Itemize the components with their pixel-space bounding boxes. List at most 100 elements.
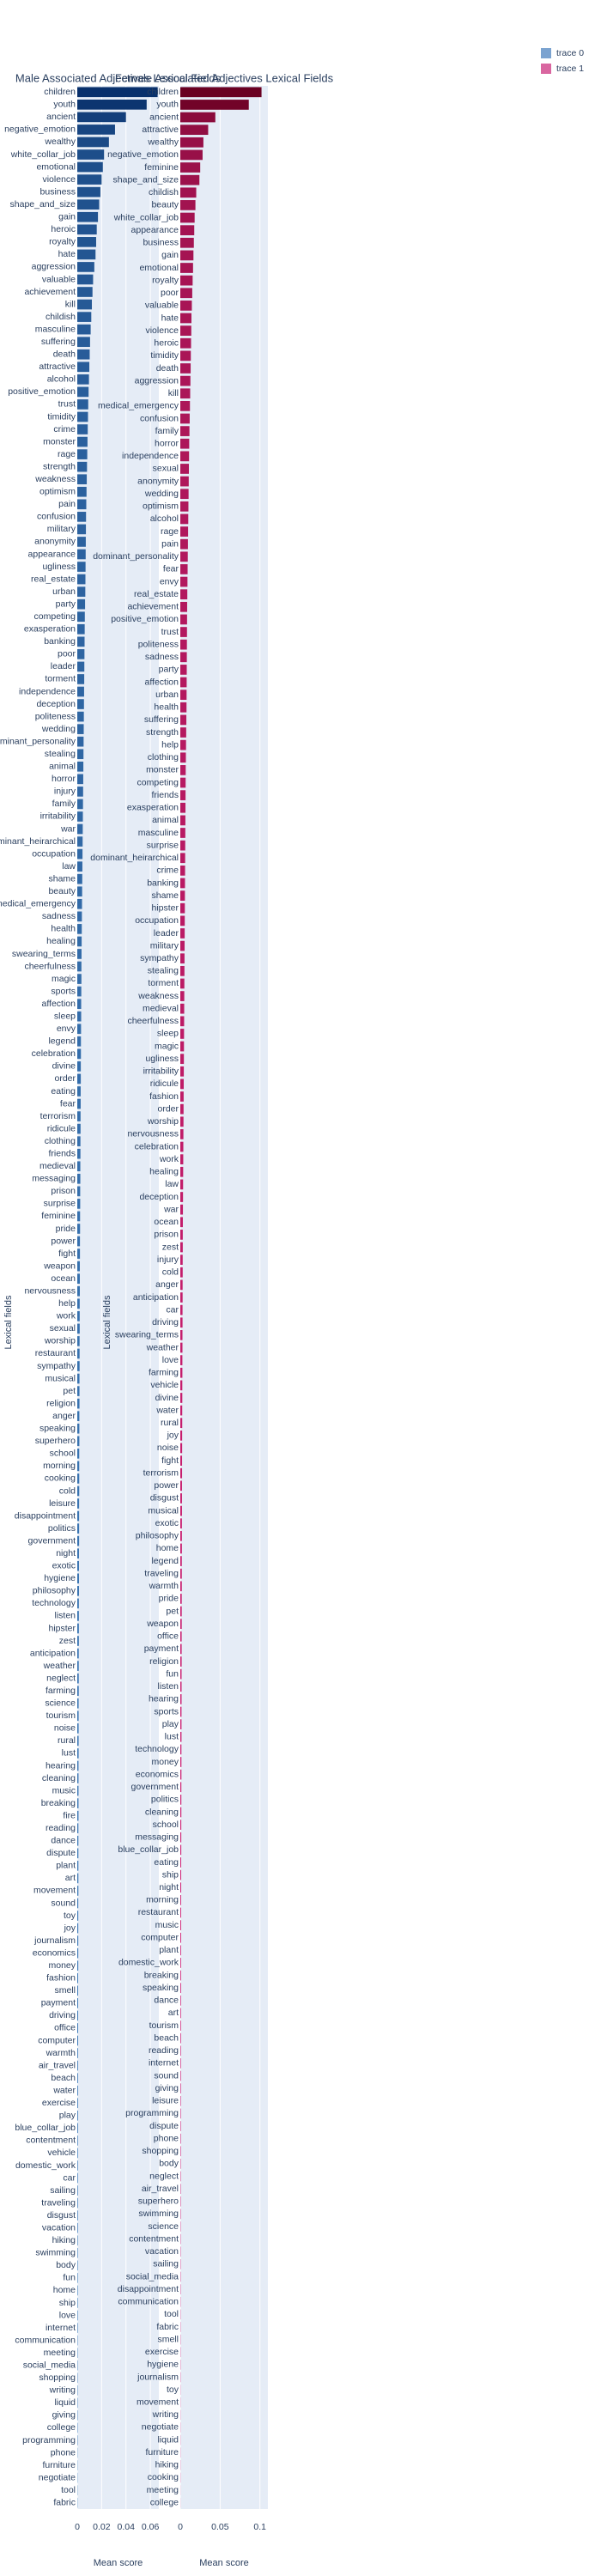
bar	[77, 1848, 79, 1859]
y-tick-label: medieval	[39, 1161, 76, 1171]
bar	[77, 898, 82, 909]
y-tick-label: dominant_heirarchical	[90, 853, 179, 863]
y-tick-label: religion	[149, 1656, 179, 1667]
bar	[77, 1024, 82, 1035]
bar	[180, 438, 190, 449]
bar	[77, 2197, 78, 2208]
y-tick-label: appearance	[131, 225, 179, 235]
y-tick-label: payment	[144, 1643, 179, 1654]
y-tick-label: reading	[46, 1823, 76, 1833]
y-tick-label: worship	[44, 1336, 76, 1346]
y-tick-label: office	[157, 1631, 179, 1642]
bar	[180, 1292, 183, 1303]
y-tick-label: fun	[63, 2273, 76, 2283]
y-tick-label: poor	[161, 288, 179, 298]
y-tick-label: toy	[167, 2385, 179, 2395]
bar	[180, 1255, 183, 1265]
y-tick-label: weapon	[43, 1261, 76, 1271]
y-tick-label: farming	[46, 1686, 76, 1696]
bar	[180, 2121, 181, 2131]
bar	[77, 661, 85, 672]
bar	[77, 1886, 79, 1896]
bar	[77, 686, 84, 697]
y-tick-label: nervousness	[24, 1286, 76, 1297]
bar	[180, 174, 200, 185]
bar	[77, 1073, 82, 1084]
y-tick-label: tourism	[46, 1710, 76, 1721]
bar	[180, 1795, 182, 1805]
y-tick-label: superhero	[35, 1436, 76, 1446]
y-tick-label: death	[156, 363, 179, 374]
y-tick-label: ugliness	[145, 1054, 179, 1064]
y-tick-label: positive_emotion	[111, 614, 179, 624]
y-tick-label: envy	[57, 1024, 76, 1034]
bar	[180, 375, 191, 386]
y-tick-label: noise	[54, 1723, 76, 1734]
bar	[77, 1673, 79, 1684]
bar	[180, 1003, 185, 1014]
bar	[77, 1785, 79, 1796]
bar	[77, 1398, 80, 1409]
y-tick-label: politics	[48, 1523, 76, 1534]
bar	[180, 1393, 183, 1403]
y-tick-label: law	[62, 861, 76, 872]
bar	[77, 911, 82, 922]
bar	[77, 774, 83, 785]
bar	[77, 1760, 79, 1771]
y-tick-label: vacation	[145, 2246, 179, 2257]
y-tick-label: politeness	[138, 639, 179, 649]
y-tick-label: friends	[48, 1148, 76, 1158]
y-tick-label: aggression	[135, 375, 179, 386]
y-tick-label: kill	[65, 299, 76, 309]
y-tick-label: confusion	[37, 512, 76, 522]
y-tick-label: disappointment	[118, 2284, 179, 2294]
y-tick-label: pride	[56, 1224, 76, 1234]
y-tick-label: weakness	[137, 991, 179, 1001]
bar	[77, 2298, 78, 2308]
y-tick-label: family	[52, 799, 76, 809]
y-tick-label: love	[162, 1355, 179, 1365]
bar	[77, 623, 85, 635]
y-tick-label: torment	[45, 674, 76, 684]
bar	[77, 2085, 78, 2096]
bar	[180, 1217, 183, 1228]
bar	[180, 1443, 183, 1454]
bar	[180, 1606, 182, 1617]
y-tick-label: dispute	[149, 2121, 179, 2131]
bar	[77, 787, 83, 797]
bar	[180, 513, 189, 525]
y-tick-label: pain	[161, 538, 179, 549]
bar	[180, 1706, 182, 1717]
y-tick-label: exasperation	[24, 624, 76, 635]
bar	[180, 1857, 182, 1868]
bar	[77, 848, 83, 860]
y-tick-label: independence	[122, 451, 179, 461]
bar	[77, 1386, 80, 1396]
bar	[180, 2133, 181, 2144]
bar	[77, 2098, 78, 2109]
y-tick-label: water	[52, 2085, 76, 2095]
y-tick-label: exotic	[155, 1518, 179, 1528]
bar	[180, 337, 191, 349]
y-tick-label: heroic	[154, 338, 179, 349]
y-tick-label: joy	[167, 1431, 179, 1441]
bar	[77, 1947, 79, 1959]
y-tick-label: fire	[63, 1810, 76, 1820]
y-tick-label: computer	[38, 2035, 76, 2045]
y-tick-label: hate	[161, 313, 179, 323]
bar	[180, 1945, 181, 1956]
bar	[77, 174, 102, 185]
y-tick-label: contentment	[129, 2233, 179, 2244]
y-tick-label: social_media	[126, 2271, 179, 2281]
y-tick-label: warmth	[149, 1581, 179, 1591]
bar	[77, 1911, 79, 1921]
y-tick-label: air_travel	[39, 2060, 76, 2070]
y-tick-label: rage	[161, 526, 179, 537]
y-tick-label: tourism	[149, 2020, 179, 2031]
bar	[77, 2273, 78, 2283]
y-tick-label: ocean	[51, 1273, 76, 1284]
y-tick-label: dispute	[46, 1848, 76, 1858]
y-tick-label: listen	[157, 1681, 179, 1692]
y-tick-label: lust	[62, 1748, 76, 1759]
bar	[180, 275, 193, 286]
